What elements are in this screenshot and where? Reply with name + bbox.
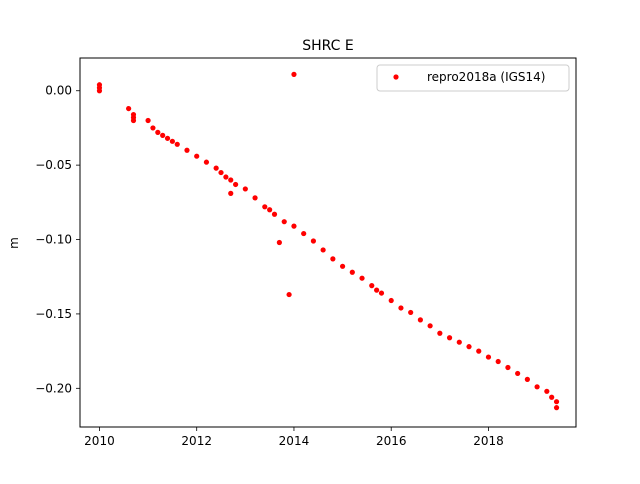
- y-axis-label: m: [7, 237, 21, 249]
- x-tick-label: 2018: [473, 434, 504, 448]
- data-point: [223, 174, 229, 180]
- data-point: [378, 290, 385, 296]
- x-tick-label: 2010: [84, 434, 115, 448]
- legend: repro2018a (IGS14): [376, 64, 570, 92]
- data-point: [145, 117, 151, 124]
- data-point: [233, 181, 239, 188]
- data-point: [417, 317, 423, 323]
- chart-title: SHRC E: [302, 38, 354, 54]
- y-tick-label: −0.15: [35, 307, 72, 321]
- data-point: [262, 204, 268, 210]
- data-point: [291, 223, 297, 229]
- data-point: [184, 147, 190, 153]
- data-point: [213, 165, 219, 171]
- y-tick-label: −0.10: [35, 233, 72, 247]
- data-point: [446, 335, 453, 341]
- data-point: [524, 376, 530, 382]
- data-point: [203, 159, 210, 165]
- data-point: [456, 339, 462, 345]
- plot-frame: [79, 57, 577, 428]
- data-point: [160, 132, 166, 138]
- data-point: [281, 219, 287, 225]
- data-point: [549, 394, 555, 400]
- data-point: [515, 370, 521, 377]
- data-point: [369, 283, 375, 289]
- data-point: [267, 207, 273, 213]
- data-point: [169, 138, 175, 144]
- data-point: [174, 141, 180, 147]
- legend-marker: [393, 74, 399, 80]
- data-point: [408, 309, 414, 316]
- data-point: [242, 186, 248, 192]
- data-point: [339, 263, 346, 269]
- data-point: [271, 211, 278, 217]
- data-point: [150, 125, 156, 131]
- data-point: [310, 238, 317, 244]
- data-point: [164, 135, 171, 141]
- markers-layer: [96, 71, 560, 411]
- data-point: [359, 275, 365, 281]
- data-point: [544, 388, 550, 394]
- data-point: [301, 230, 307, 237]
- data-point: [349, 269, 355, 275]
- x-tick-label: 2012: [181, 434, 212, 448]
- data-point: [505, 364, 511, 371]
- legend-box: [376, 64, 570, 92]
- data-point: [330, 256, 336, 262]
- data-point: [320, 247, 326, 253]
- data-point: [388, 297, 394, 304]
- x-tick-label: 2016: [376, 434, 407, 448]
- data-point: [553, 399, 560, 405]
- data-point: [252, 195, 258, 201]
- data-point: [374, 287, 380, 293]
- data-point: [286, 291, 292, 298]
- data-point: [218, 169, 224, 176]
- data-point: [398, 305, 404, 311]
- data-point: [96, 88, 103, 94]
- data-point: [553, 405, 560, 411]
- data-point: [466, 344, 472, 350]
- legend-label: repro2018a (IGS14): [427, 70, 545, 84]
- data-point: [194, 153, 200, 159]
- data-point: [427, 323, 433, 329]
- data-point: [291, 71, 297, 77]
- data-point: [276, 239, 282, 246]
- y-tick-label: −0.05: [35, 158, 72, 172]
- x-tick-label: 2014: [279, 434, 310, 448]
- y-tick-label: 0.00: [45, 84, 72, 98]
- data-point: [228, 190, 234, 196]
- data-point: [130, 114, 137, 121]
- data-point: [155, 129, 161, 135]
- data-point: [534, 384, 540, 390]
- data-point: [437, 330, 443, 336]
- data-point: [126, 105, 132, 112]
- data-point: [476, 348, 482, 354]
- y-tick-label: −0.20: [35, 381, 72, 395]
- data-point: [495, 358, 501, 365]
- data-point: [228, 177, 234, 183]
- data-point: [485, 354, 492, 360]
- ticks-layer: 2010 2012 2014 2016 2018 0.00 −0.05 −0.10 −0.15 −…: [35, 84, 504, 448]
